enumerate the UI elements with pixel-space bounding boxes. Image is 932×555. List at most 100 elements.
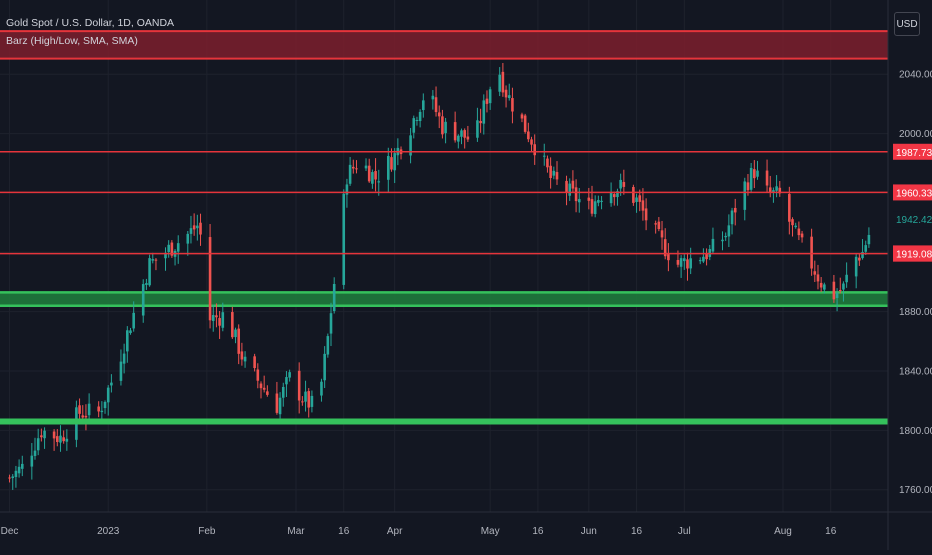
- candle-body: [788, 193, 791, 222]
- candle-body: [211, 315, 215, 321]
- candle-body: [348, 164, 352, 184]
- candle-body: [593, 201, 597, 215]
- candle-body: [724, 235, 727, 238]
- x-tick-label: 2023: [97, 526, 120, 537]
- candle-body: [145, 283, 148, 285]
- candle-body: [746, 182, 750, 191]
- candle-body: [231, 312, 234, 338]
- candle-body: [100, 410, 104, 413]
- candle-body: [533, 144, 537, 156]
- candle-body: [176, 243, 180, 252]
- candle-body: [126, 330, 129, 352]
- candle-body: [148, 258, 151, 286]
- candle-body: [616, 191, 619, 198]
- candle-body: [326, 336, 330, 355]
- candle-body: [743, 181, 747, 210]
- candle-body: [36, 438, 40, 451]
- candle-body: [609, 192, 613, 204]
- symbol-title[interactable]: Gold Spot / U.S. Dollar, 1D, OANDA: [6, 17, 175, 29]
- candle-body: [374, 171, 377, 180]
- x-tick-label: Jun: [581, 526, 597, 537]
- candle-body: [861, 252, 864, 259]
- candle-body: [11, 476, 15, 479]
- candle-body: [597, 199, 600, 203]
- price-label: 1960.337: [896, 188, 932, 199]
- candle-body: [511, 98, 514, 112]
- candle-body: [119, 361, 123, 381]
- candle-body: [422, 100, 425, 111]
- candle-body: [52, 431, 56, 439]
- candle-body: [711, 238, 715, 252]
- candle-body: [632, 187, 635, 203]
- x-tick-label: Feb: [198, 526, 216, 537]
- candle-body: [813, 271, 817, 275]
- candle-body: [266, 391, 269, 395]
- x-tick-label: Mar: [287, 526, 305, 537]
- candle-body: [351, 166, 355, 169]
- candle-body: [40, 435, 43, 438]
- candle-body: [30, 455, 34, 467]
- currency-button[interactable]: USD: [894, 12, 920, 36]
- candle-body: [523, 115, 527, 132]
- candle-body: [122, 353, 126, 364]
- candle-layer: [8, 62, 871, 490]
- candle-body: [17, 466, 21, 474]
- candle-body: [867, 234, 871, 245]
- candle-body: [237, 328, 241, 354]
- candle-body: [816, 274, 820, 282]
- candle-body: [218, 318, 221, 326]
- candle-body: [832, 281, 836, 300]
- candle-body: [657, 221, 661, 230]
- candle-body: [377, 181, 381, 183]
- candle-body: [332, 284, 336, 312]
- candle-body: [622, 182, 626, 187]
- candle-body: [819, 282, 823, 288]
- candle-body: [568, 183, 572, 196]
- candle-body: [431, 95, 435, 100]
- candle-body: [683, 258, 686, 262]
- candle-body: [20, 463, 24, 469]
- candle-body: [342, 193, 346, 285]
- y-tick-label: 1840.000: [899, 367, 932, 378]
- candle-body: [151, 259, 155, 261]
- indicator-title[interactable]: Barz (High/Low, SMA, SMA): [6, 35, 138, 47]
- candle-body: [590, 199, 594, 214]
- candle-body: [278, 397, 282, 415]
- candle-body: [453, 122, 457, 141]
- candle-body: [103, 401, 107, 409]
- candle-body: [259, 383, 263, 389]
- support-zone: [0, 292, 888, 306]
- price-label: 1942.425: [896, 215, 932, 226]
- level-layer: [0, 151, 888, 425]
- candle-body: [727, 225, 731, 237]
- candle-body: [304, 391, 307, 402]
- candle-body: [43, 430, 46, 439]
- candle-body: [546, 158, 549, 168]
- candle-body: [355, 168, 358, 170]
- candle-body: [667, 254, 670, 261]
- candle-body: [256, 369, 260, 381]
- candle-body: [733, 207, 737, 213]
- candle-body: [460, 130, 463, 137]
- candle-body: [55, 436, 59, 442]
- x-tick-label: Apr: [387, 526, 403, 537]
- grid-layer: [0, 0, 888, 512]
- candle-body: [33, 450, 37, 456]
- candle-body: [676, 259, 680, 265]
- candle-body: [444, 121, 447, 134]
- price-label: 1919.085: [896, 250, 932, 261]
- candle-body: [552, 170, 556, 176]
- candle-body: [437, 112, 441, 117]
- candle-body: [154, 259, 158, 261]
- x-tick-label: Aug: [774, 526, 792, 537]
- price-label-box: [893, 184, 932, 201]
- y-tick-label: 1760.000: [899, 485, 932, 496]
- candle-body: [393, 153, 396, 171]
- x-tick-label: Dec: [1, 526, 19, 537]
- candle-body: [686, 259, 689, 269]
- price-label-box: [893, 211, 932, 228]
- candle-body: [501, 71, 505, 93]
